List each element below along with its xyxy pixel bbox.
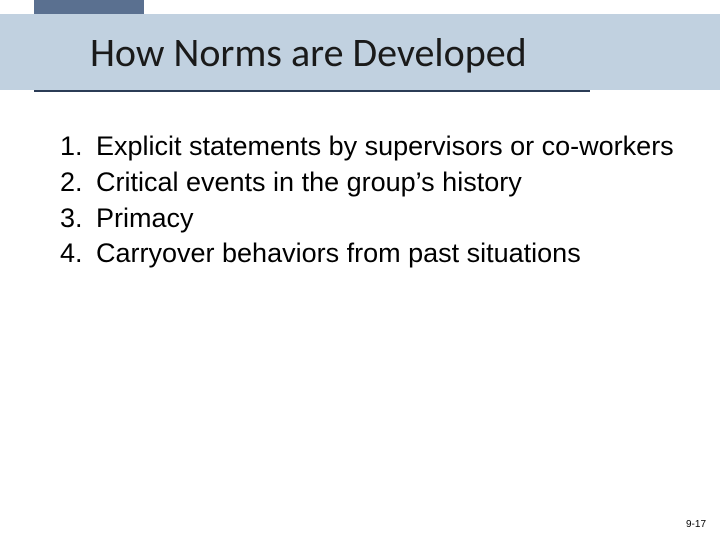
list-item: Carryover behaviors from past situations	[90, 237, 690, 271]
title-underline	[34, 90, 590, 92]
slide-title: How Norms are Developed	[34, 28, 527, 77]
title-container: How Norms are Developed	[34, 14, 590, 90]
list-item: Explicit statements by supervisors or co…	[90, 130, 690, 164]
points-list: Explicit statements by supervisors or co…	[30, 130, 690, 271]
body-content: Explicit statements by supervisors or co…	[30, 130, 690, 273]
header-accent-tab	[34, 0, 144, 14]
slide-number: 9-17	[686, 519, 706, 530]
list-item: Critical events in the group’s history	[90, 166, 690, 200]
list-item: Primacy	[90, 202, 690, 236]
